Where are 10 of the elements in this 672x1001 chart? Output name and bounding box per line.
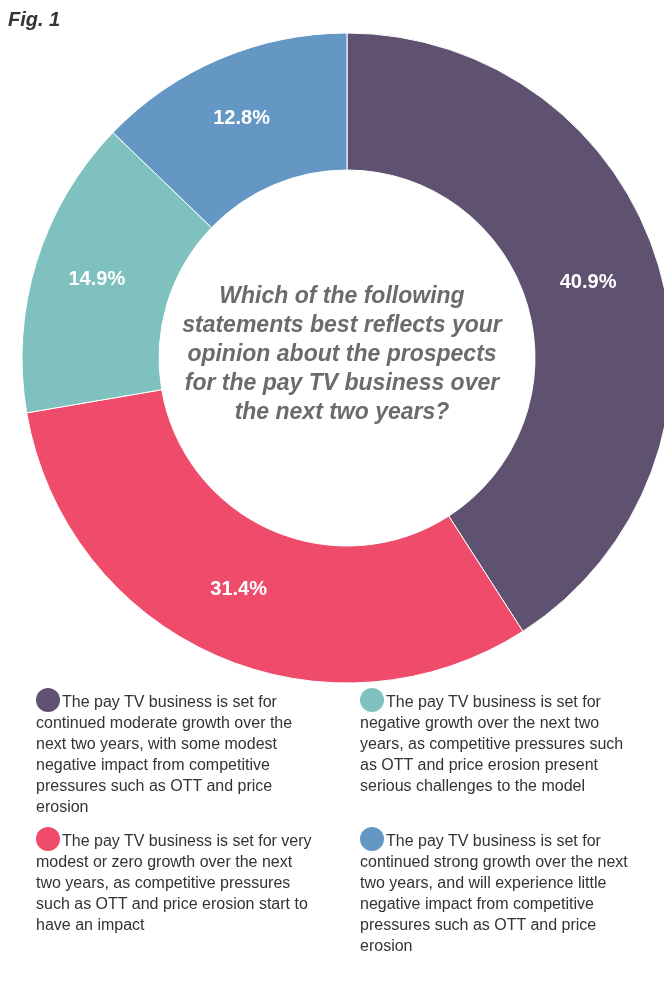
chart-title: Fig. 1 bbox=[8, 8, 61, 31]
legend-label: The pay TV business is set for continued strong growth over the next two years, and will experience little negative impact from competitive pressures such as OTT and price erosion bbox=[360, 832, 628, 954]
data-label: 12.8% bbox=[213, 105, 271, 128]
data-label: 31.4% bbox=[210, 576, 268, 599]
legend-label: The pay TV business is set for negative growth over the next two years, as competitive pressures such as OTT and price erosion present serious challenges to the model bbox=[360, 693, 624, 794]
data-label: 40.9% bbox=[559, 269, 617, 292]
data-label: 14.9% bbox=[68, 266, 126, 289]
text: Which of the following statements best reflects your opinion about the prospects for the pay TV business over the next two years? bbox=[181, 280, 504, 426]
legend-label: The pay TV business is set for continued moderate growth over the next two years, with some modest negative impact from competitive pressures such as OTT and price erosion bbox=[36, 693, 293, 815]
legend-label: The pay TV business is set for very modest or zero growth over the next two years, as competitive pressures such as OTT and price erosion start to have an impact bbox=[36, 832, 312, 933]
